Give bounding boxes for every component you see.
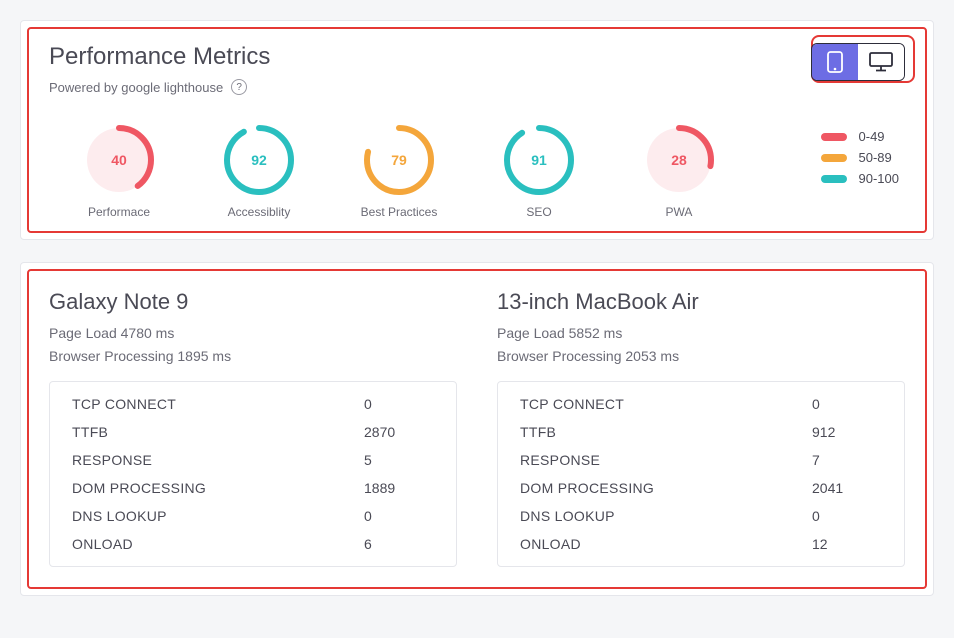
gauge-value: 28: [671, 152, 687, 168]
metric-value: 2041: [812, 480, 882, 496]
gauge: 28 PWA: [609, 125, 749, 219]
mobile-icon: [827, 51, 843, 73]
device-metrics-table: TCP CONNECT0TTFB2870RESPONSE5DOM PROCESS…: [49, 381, 457, 567]
device-panel: 13-inch MacBook Air Page Load 5852 msBrow…: [497, 289, 905, 567]
metric-key: DOM PROCESSING: [520, 480, 812, 496]
legend-range: 0-49: [859, 129, 885, 144]
table-row: DNS LOOKUP0: [498, 502, 904, 530]
legend-range: 90-100: [859, 171, 899, 186]
device-page-load: Page Load 5852 ms: [497, 323, 905, 344]
metric-value: 0: [364, 508, 434, 524]
metric-key: RESPONSE: [520, 452, 812, 468]
metric-value: 0: [364, 396, 434, 412]
gauge-ring: 92: [224, 125, 294, 195]
metric-key: RESPONSE: [72, 452, 364, 468]
metrics-subtitle-text: Powered by google lighthouse: [49, 80, 223, 95]
metric-value: 7: [812, 452, 882, 468]
device-title: Galaxy Note 9: [49, 289, 457, 315]
gauge-value: 92: [251, 152, 267, 168]
metric-key: ONLOAD: [520, 536, 812, 552]
legend-row: 90-100: [821, 171, 899, 186]
devices-row: Galaxy Note 9Page Load 4780 msBrowser Pr…: [49, 289, 905, 567]
metric-key: TCP CONNECT: [520, 396, 812, 412]
gauge-value: 40: [111, 152, 127, 168]
metric-key: DNS LOOKUP: [520, 508, 812, 524]
device-metrics-table: TCP CONNECT0TTFB912RESPONSE7DOM PROCESSI…: [497, 381, 905, 567]
legend-row: 50-89: [821, 150, 899, 165]
gauge-value: 91: [531, 152, 547, 168]
device-panel: Galaxy Note 9 Page Load 4780 msBrowser Pr…: [49, 289, 457, 567]
table-row: RESPONSE5: [50, 446, 456, 474]
gauge: 40 Performace: [49, 125, 189, 219]
gauge: 91 SEO: [469, 125, 609, 219]
gauge-label: SEO: [526, 205, 551, 219]
gauge-ring: 91: [504, 125, 574, 195]
table-row: TTFB912: [498, 418, 904, 446]
table-row: TCP CONNECT0: [498, 390, 904, 418]
metric-value: 6: [364, 536, 434, 552]
metric-key: TTFB: [520, 424, 812, 440]
desktop-icon: [869, 52, 893, 72]
table-row: DOM PROCESSING1889: [50, 474, 456, 502]
metric-value: 0: [812, 508, 882, 524]
metric-value: 912: [812, 424, 882, 440]
gauge-label: Accessiblity: [228, 205, 291, 219]
device-title: 13-inch MacBook Air: [497, 289, 905, 315]
legend-swatch: [821, 154, 847, 162]
device-browser-processing: Browser Processing 1895 ms: [49, 346, 457, 367]
metrics-subtitle: Powered by google lighthouse ?: [49, 79, 905, 95]
legend-swatch: [821, 133, 847, 141]
table-row: ONLOAD12: [498, 530, 904, 558]
metric-value: 5: [364, 452, 434, 468]
gauge: 79 Best Practices: [329, 125, 469, 219]
metric-value: 12: [812, 536, 882, 552]
metric-value: 2870: [364, 424, 434, 440]
help-icon[interactable]: ?: [231, 79, 247, 95]
metric-key: DNS LOOKUP: [72, 508, 364, 524]
table-row: TTFB2870: [50, 418, 456, 446]
table-row: DOM PROCESSING2041: [498, 474, 904, 502]
gauges-row: 40 Performace 92 Accessiblity 79 Best Practic…: [49, 125, 905, 219]
metric-key: TCP CONNECT: [72, 396, 364, 412]
gauge-ring: 28: [644, 125, 714, 195]
metric-value: 0: [812, 396, 882, 412]
gauge-value: 79: [391, 152, 407, 168]
device-toggle: [811, 43, 905, 81]
desktop-toggle-button[interactable]: [858, 44, 904, 80]
gauge-ring: 40: [84, 125, 154, 195]
mobile-toggle-button[interactable]: [812, 44, 858, 80]
device-page-load: Page Load 4780 ms: [49, 323, 457, 344]
device-browser-processing: Browser Processing 2053 ms: [497, 346, 905, 367]
legend-range: 50-89: [859, 150, 892, 165]
devices-card: Galaxy Note 9Page Load 4780 msBrowser Pr…: [20, 262, 934, 596]
metric-key: ONLOAD: [72, 536, 364, 552]
table-row: TCP CONNECT0: [50, 390, 456, 418]
performance-metrics-card: Performance Metrics Powered by google li…: [20, 20, 934, 240]
metric-key: TTFB: [72, 424, 364, 440]
gauge-label: Best Practices: [361, 205, 438, 219]
metrics-title: Performance Metrics: [49, 43, 905, 71]
gauge-label: Performace: [88, 205, 150, 219]
metric-key: DOM PROCESSING: [72, 480, 364, 496]
score-legend: 0-49 50-89 90-100: [821, 125, 905, 186]
gauge-ring: 79: [364, 125, 434, 195]
legend-swatch: [821, 175, 847, 183]
gauge: 92 Accessiblity: [189, 125, 329, 219]
table-row: ONLOAD6: [50, 530, 456, 558]
table-row: RESPONSE7: [498, 446, 904, 474]
gauge-label: PWA: [666, 205, 693, 219]
table-row: DNS LOOKUP0: [50, 502, 456, 530]
metric-value: 1889: [364, 480, 434, 496]
legend-row: 0-49: [821, 129, 899, 144]
